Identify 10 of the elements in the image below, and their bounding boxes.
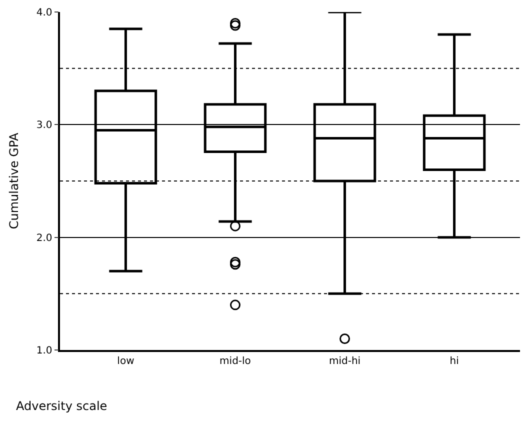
x-axis-title: Adversity scale (16, 399, 108, 413)
y-tick-label: 2.0 (36, 232, 52, 244)
y-tick-label: 1.0 (36, 346, 52, 356)
x-tick-label: hi (450, 356, 459, 367)
y-tick-label: 4.0 (36, 8, 52, 18)
x-tick-label: mid-lo (220, 356, 251, 367)
y-tick-label: 3.0 (36, 120, 52, 132)
y-axis-title: Cumulative GPA (7, 132, 22, 230)
x-tick-label: low (117, 356, 134, 367)
x-tick-label: mid-hi (328, 356, 361, 367)
